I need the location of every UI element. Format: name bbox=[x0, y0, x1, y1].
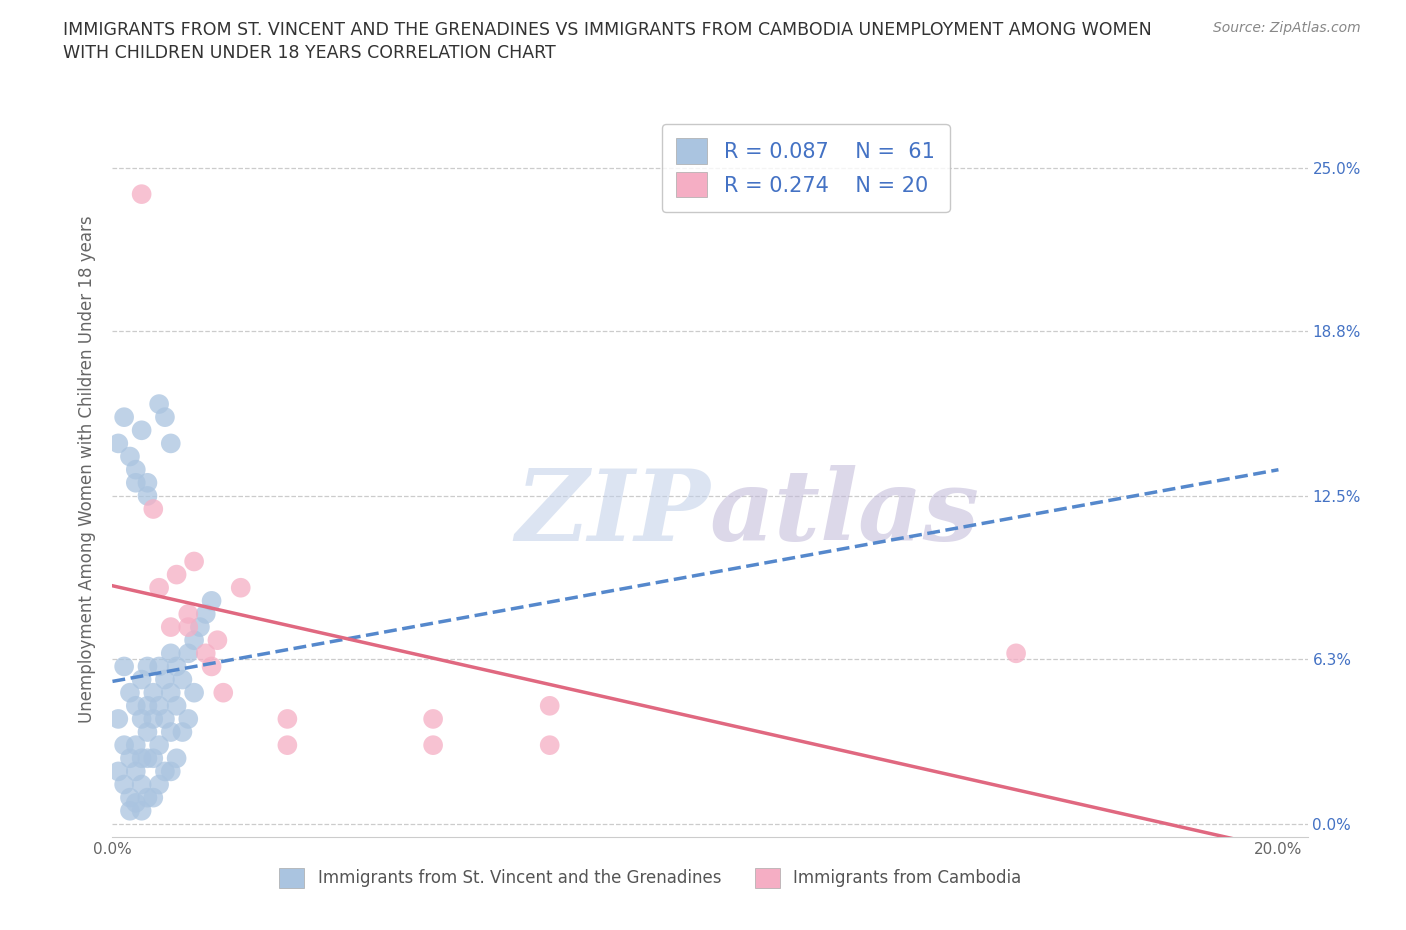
Point bbox=[200, 593, 222, 608]
Point bbox=[125, 737, 148, 752]
Point bbox=[538, 698, 561, 713]
Point bbox=[118, 751, 141, 765]
Point bbox=[148, 396, 170, 411]
Point bbox=[131, 711, 153, 726]
Point bbox=[159, 685, 181, 700]
Point bbox=[194, 645, 217, 660]
Point bbox=[142, 685, 165, 700]
Text: ZIP: ZIP bbox=[515, 466, 710, 562]
Point bbox=[136, 751, 159, 765]
Point bbox=[118, 449, 141, 464]
Point bbox=[107, 436, 129, 451]
Point bbox=[125, 795, 148, 810]
Point bbox=[422, 737, 444, 752]
Point bbox=[136, 659, 159, 674]
Point bbox=[136, 790, 159, 805]
Point bbox=[153, 672, 176, 687]
Point bbox=[276, 711, 298, 726]
Point bbox=[159, 724, 181, 739]
Point bbox=[112, 737, 135, 752]
Point bbox=[118, 790, 141, 805]
Legend: Immigrants from St. Vincent and the Grenadines, Immigrants from Cambodia: Immigrants from St. Vincent and the Gren… bbox=[273, 861, 1028, 895]
Point bbox=[177, 606, 200, 621]
Point bbox=[131, 804, 153, 818]
Point bbox=[148, 659, 170, 674]
Point bbox=[422, 711, 444, 726]
Point bbox=[142, 790, 165, 805]
Point bbox=[166, 659, 188, 674]
Point bbox=[166, 567, 188, 582]
Y-axis label: Unemployment Among Women with Children Under 18 years: Unemployment Among Women with Children U… bbox=[77, 216, 96, 724]
Point bbox=[131, 751, 153, 765]
Point bbox=[131, 423, 153, 438]
Point bbox=[538, 737, 561, 752]
Point bbox=[200, 659, 222, 674]
Point bbox=[276, 737, 298, 752]
Point bbox=[153, 711, 176, 726]
Point bbox=[136, 488, 159, 503]
Point bbox=[229, 580, 252, 595]
Text: atlas: atlas bbox=[710, 466, 980, 562]
Point bbox=[159, 764, 181, 778]
Point bbox=[177, 711, 200, 726]
Text: IMMIGRANTS FROM ST. VINCENT AND THE GRENADINES VS IMMIGRANTS FROM CAMBODIA UNEMP: IMMIGRANTS FROM ST. VINCENT AND THE GREN… bbox=[63, 21, 1152, 39]
Point bbox=[159, 436, 181, 451]
Point bbox=[148, 777, 170, 792]
Point bbox=[118, 804, 141, 818]
Point bbox=[172, 724, 194, 739]
Point bbox=[148, 737, 170, 752]
Text: WITH CHILDREN UNDER 18 YEARS CORRELATION CHART: WITH CHILDREN UNDER 18 YEARS CORRELATION… bbox=[63, 44, 555, 61]
Point bbox=[183, 554, 205, 569]
Point bbox=[153, 764, 176, 778]
Point bbox=[136, 698, 159, 713]
Point bbox=[148, 698, 170, 713]
Point bbox=[131, 777, 153, 792]
Point bbox=[148, 580, 170, 595]
Point bbox=[125, 764, 148, 778]
Point bbox=[136, 475, 159, 490]
Point bbox=[194, 606, 217, 621]
Point bbox=[1005, 645, 1028, 660]
Point bbox=[166, 698, 188, 713]
Point bbox=[125, 462, 148, 477]
Point bbox=[212, 685, 235, 700]
Point bbox=[118, 685, 141, 700]
Point bbox=[107, 711, 129, 726]
Point bbox=[142, 501, 165, 516]
Point bbox=[183, 685, 205, 700]
Point bbox=[125, 475, 148, 490]
Text: Source: ZipAtlas.com: Source: ZipAtlas.com bbox=[1213, 21, 1361, 35]
Point bbox=[166, 751, 188, 765]
Point bbox=[142, 751, 165, 765]
Point bbox=[131, 187, 153, 202]
Point bbox=[125, 698, 148, 713]
Point bbox=[183, 632, 205, 647]
Point bbox=[207, 632, 229, 647]
Point bbox=[107, 764, 129, 778]
Point bbox=[153, 410, 176, 425]
Point bbox=[112, 777, 135, 792]
Point bbox=[177, 645, 200, 660]
Point bbox=[172, 672, 194, 687]
Point bbox=[142, 711, 165, 726]
Point bbox=[131, 672, 153, 687]
Point bbox=[159, 619, 181, 634]
Point bbox=[136, 724, 159, 739]
Point bbox=[177, 619, 200, 634]
Point bbox=[112, 410, 135, 425]
Point bbox=[159, 645, 181, 660]
Point bbox=[188, 619, 211, 634]
Point bbox=[112, 659, 135, 674]
